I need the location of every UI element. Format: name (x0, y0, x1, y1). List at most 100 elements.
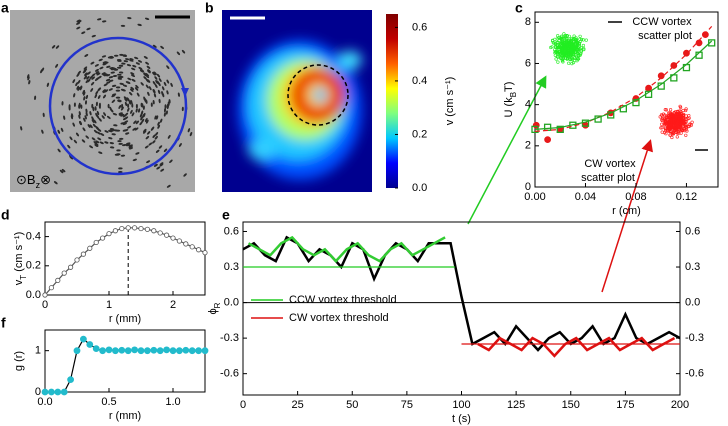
particle (124, 129, 129, 132)
particle (55, 45, 60, 49)
marker (55, 277, 61, 283)
cloud-point (669, 129, 673, 133)
particle (125, 132, 130, 135)
cloud-point (670, 132, 674, 136)
y-tick-label: 0 (525, 181, 531, 193)
cloud-point (680, 122, 684, 126)
particle (60, 127, 64, 132)
marker (105, 346, 113, 354)
particle (121, 103, 124, 109)
cloud-point (663, 113, 667, 117)
particle (41, 129, 44, 134)
particle (95, 112, 98, 117)
particle (99, 66, 104, 70)
particle (168, 99, 171, 104)
cloud-point (564, 36, 569, 41)
particles (20, 17, 193, 188)
colorbar-tick-label: 0.6 (412, 21, 427, 33)
particle (115, 86, 121, 89)
particle (160, 168, 165, 172)
particle (181, 49, 186, 54)
particle (84, 100, 88, 105)
cloud-point (562, 49, 566, 54)
label-part: v (13, 279, 25, 285)
particle (117, 77, 123, 80)
label-subscript: B (509, 92, 518, 97)
cloud-point (573, 41, 578, 46)
particle (105, 74, 111, 77)
cloud-point (573, 50, 577, 54)
particle (85, 135, 89, 139)
particle (109, 79, 114, 82)
particle (82, 69, 87, 74)
particle (103, 83, 108, 87)
particle (166, 104, 169, 110)
particle (135, 104, 138, 109)
scatter-clouds (549, 32, 694, 140)
particle (85, 111, 88, 117)
marker (150, 346, 158, 354)
particle (166, 90, 169, 95)
particle (101, 115, 105, 119)
particle (93, 129, 98, 134)
x-tick-label: 0.08 (625, 191, 646, 203)
particle (154, 76, 158, 80)
marker (607, 111, 615, 119)
panel-label: b (205, 0, 214, 16)
colorbar-tick-label: 0.4 (412, 75, 427, 87)
particle (53, 181, 58, 185)
particle (113, 124, 118, 127)
particle (63, 115, 66, 120)
label-part: T) (503, 82, 515, 92)
marker (175, 347, 183, 355)
label-part: ⊙B (16, 172, 36, 187)
particle (183, 173, 187, 177)
particle (77, 70, 81, 75)
marker (61, 270, 67, 276)
link-arrow (601, 139, 653, 293)
cloud-point (675, 135, 679, 139)
cloud-point (563, 45, 567, 49)
cloud-point (559, 52, 563, 56)
particle (111, 94, 116, 98)
particle (108, 137, 113, 140)
particle (147, 131, 151, 135)
particle (127, 125, 132, 129)
particle (114, 153, 120, 156)
particle (157, 89, 161, 95)
particle (158, 78, 162, 82)
particle (144, 145, 149, 149)
marker (189, 244, 195, 250)
particle (154, 84, 158, 88)
particle (143, 128, 147, 133)
cloud-point (664, 129, 668, 133)
inset-subtitle: scatter plot (581, 172, 635, 184)
particle (145, 84, 149, 89)
cloud-point (584, 38, 588, 42)
particle (78, 102, 81, 108)
cloud-point (577, 44, 581, 48)
axis-label: U (kBT) (503, 82, 518, 118)
particle (138, 108, 141, 113)
cloud-point (565, 40, 569, 44)
marker (48, 388, 55, 396)
cloud-point (687, 113, 691, 118)
particle (136, 92, 140, 97)
particle (97, 137, 102, 141)
particle (164, 104, 167, 109)
particle (160, 45, 164, 49)
particle (85, 79, 89, 84)
marker (92, 345, 100, 353)
y-tick-label: -0.3 (220, 332, 239, 344)
marker (169, 347, 177, 355)
x-axis-label: t (s) (452, 413, 471, 425)
cloud-point (553, 49, 557, 54)
particle (46, 82, 50, 87)
particle (157, 124, 161, 129)
particle (90, 81, 95, 86)
particle (104, 130, 109, 133)
particle (160, 118, 163, 123)
particle (67, 144, 71, 149)
particle (115, 89, 121, 92)
cloud-point (678, 104, 682, 108)
